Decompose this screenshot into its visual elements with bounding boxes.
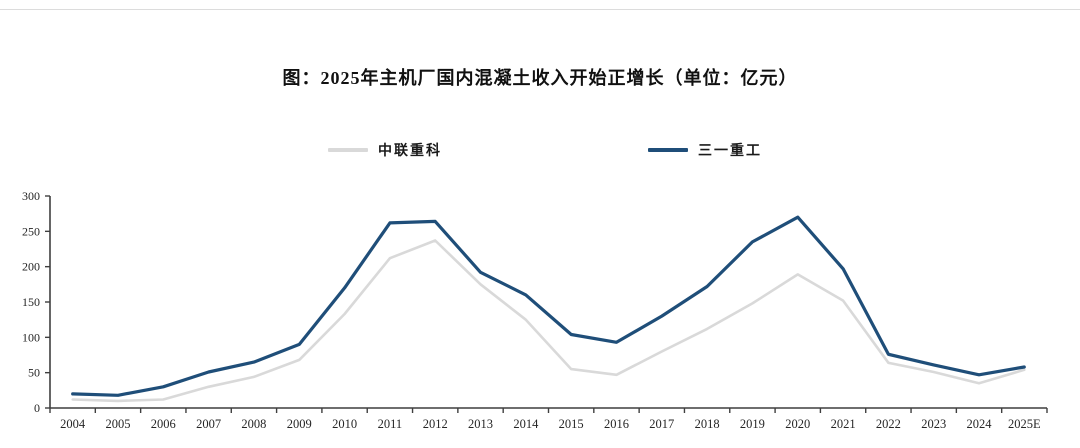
y-axis-label: 0 bbox=[34, 401, 40, 415]
x-axis-label: 2021 bbox=[831, 417, 856, 431]
legend-swatch-zoomlion-icon bbox=[328, 148, 368, 152]
y-axis-label: 250 bbox=[22, 224, 40, 238]
x-axis-label: 2019 bbox=[740, 417, 765, 431]
x-axis-label: 2012 bbox=[423, 417, 448, 431]
legend: 中联重科 三一重工 bbox=[0, 140, 1080, 160]
y-axis-label: 200 bbox=[22, 260, 40, 274]
x-axis-label: 2024 bbox=[967, 417, 993, 431]
x-axis-label: 2008 bbox=[241, 417, 266, 431]
legend-item-sany: 三一重工 bbox=[648, 140, 762, 160]
x-axis-label: 2023 bbox=[921, 417, 946, 431]
x-axis-label: 2005 bbox=[105, 417, 130, 431]
legend-swatch-sany-icon bbox=[648, 148, 688, 152]
legend-label-sany: 三一重工 bbox=[698, 144, 762, 159]
series-line-sany bbox=[71, 215, 1026, 397]
x-axis-label: 2004 bbox=[60, 417, 86, 431]
x-axis-label: 2020 bbox=[785, 417, 810, 431]
y-axis-label: 150 bbox=[22, 295, 40, 309]
legend-item-zoomlion: 中联重科 bbox=[328, 140, 442, 160]
y-axis-label: 300 bbox=[22, 189, 40, 203]
x-axis-label: 2016 bbox=[604, 417, 629, 431]
y-axis-label: 100 bbox=[22, 330, 40, 344]
x-axis-label: 2010 bbox=[332, 417, 357, 431]
x-axis-label: 2006 bbox=[151, 417, 176, 431]
page-title: 图：2025年主机厂国内混凝土收入开始正增长（单位：亿元） bbox=[282, 68, 798, 88]
top-divider bbox=[0, 9, 1080, 10]
x-axis-label: 2013 bbox=[468, 417, 493, 431]
x-axis-label: 2015 bbox=[559, 417, 584, 431]
x-axis-label: 2017 bbox=[649, 417, 674, 431]
x-axis-label: 2009 bbox=[287, 417, 312, 431]
x-axis-label: 2022 bbox=[876, 417, 901, 431]
y-axis-label: 50 bbox=[28, 366, 40, 380]
x-axis-label: 2014 bbox=[513, 417, 539, 431]
x-axis-label: 2007 bbox=[196, 417, 221, 431]
x-axis-label: 2025E bbox=[1008, 417, 1041, 431]
x-axis-label: 2011 bbox=[378, 417, 403, 431]
series-line-zoomlion bbox=[71, 239, 1026, 403]
x-axis-label: 2018 bbox=[695, 417, 720, 431]
legend-label-zoomlion: 中联重科 bbox=[378, 144, 442, 159]
